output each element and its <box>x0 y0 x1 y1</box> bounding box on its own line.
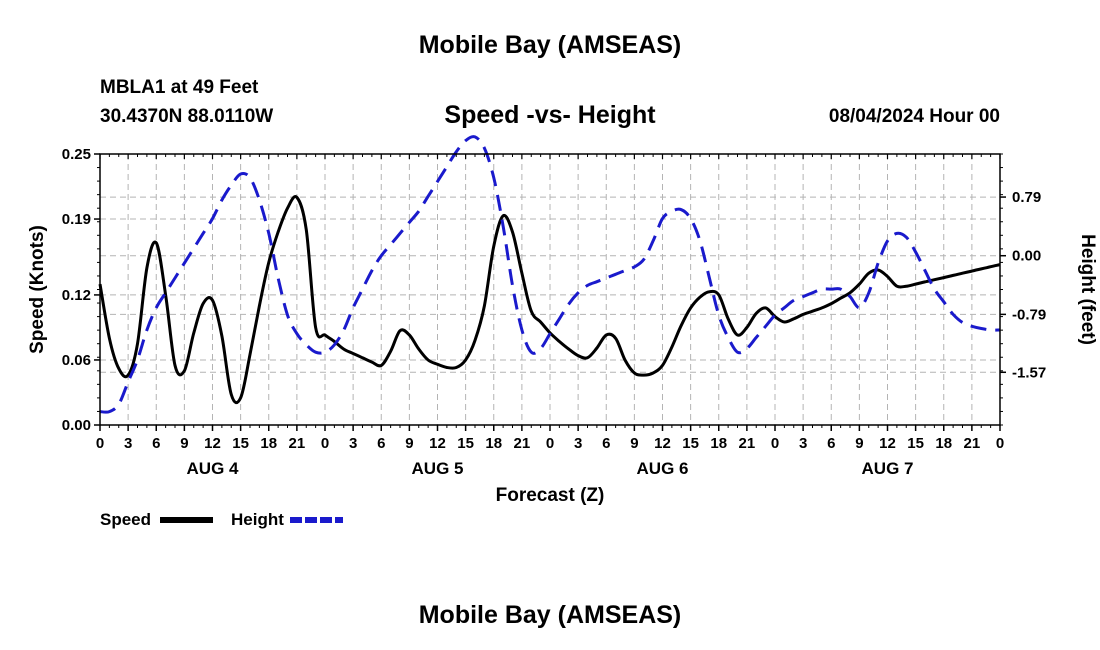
y-tick-label: 0.12 <box>62 287 91 304</box>
x-tick-label: 0 <box>321 435 329 452</box>
x-axis-title: Forecast (Z) <box>496 485 605 506</box>
x-tick-label: 18 <box>935 435 952 452</box>
x-tick-label: 6 <box>152 435 160 452</box>
x-tick-label: 21 <box>964 435 981 452</box>
y-tick-label: 0.25 <box>62 146 91 163</box>
axes: 0 3 6 9 12 15 18 21 0 3 6 9 12 15 18 21 0 3 6 9 12 15 18 21 0 3 6 9… <box>27 146 1098 506</box>
y2-tick-label: -0.79 <box>1012 306 1046 323</box>
x-tick-label: 3 <box>124 435 132 452</box>
grid-lines <box>100 154 1000 425</box>
x-tick-label: 15 <box>907 435 924 452</box>
x-tick-label: 9 <box>180 435 188 452</box>
legend: Speed Height <box>100 510 343 529</box>
plot-title: Mobile Bay (AMSEAS) <box>418 31 682 59</box>
x-day-label: AUG 7 <box>862 459 914 478</box>
x-tick-label: 6 <box>827 435 835 452</box>
x-tick-label: 6 <box>602 435 610 452</box>
x-tick-label: 15 <box>457 435 474 452</box>
x-tick-label: 15 <box>232 435 249 452</box>
y-tick-label: 0.19 <box>62 211 91 228</box>
x-tick-label: 0 <box>546 435 554 452</box>
x-tick-label: 12 <box>204 435 221 452</box>
x-tick-label: 3 <box>799 435 807 452</box>
y2-axis-title: Height (feet) <box>1077 234 1098 345</box>
y-axis-title: Speed (Knots) <box>27 225 48 354</box>
station-coordinates: 30.4370N 88.0110W <box>100 106 274 127</box>
x-tick-label: 12 <box>429 435 446 452</box>
y2-tick-label: 0.79 <box>1012 189 1041 206</box>
forecast-run-time: 08/04/2024 Hour 00 <box>828 106 1000 127</box>
x-tick-label: 21 <box>739 435 756 452</box>
x-tick-label: 9 <box>405 435 413 452</box>
series-layer <box>98 135 1001 414</box>
series-line-height <box>99 135 1001 414</box>
y2-tick-label: -1.57 <box>1012 364 1046 381</box>
station-label: MBLA1 at 49 Feet <box>100 77 259 98</box>
x-day-label: AUG 5 <box>412 459 464 478</box>
x-tick-label: 9 <box>855 435 863 452</box>
legend-label-height: Height <box>231 510 284 529</box>
x-day-label: AUG 6 <box>637 459 689 478</box>
x-tick-label: 6 <box>377 435 385 452</box>
x-tick-label: 3 <box>349 435 357 452</box>
y2-tick-label: 0.00 <box>1012 248 1041 265</box>
chart-subtitle: Speed -vs- Height <box>444 101 656 129</box>
x-tick-label: 18 <box>485 435 502 452</box>
x-tick-label: 18 <box>260 435 277 452</box>
y-tick-label: 0.00 <box>62 417 91 434</box>
x-day-label: AUG 4 <box>187 459 240 478</box>
footer-title: Mobile Bay (AMSEAS) <box>418 601 682 629</box>
x-tick-label: 9 <box>630 435 638 452</box>
x-tick-label: 12 <box>654 435 671 452</box>
x-tick-label: 12 <box>879 435 896 452</box>
x-tick-label: 21 <box>289 435 306 452</box>
y-tick-label: 0.06 <box>62 352 91 369</box>
x-tick-label: 18 <box>710 435 727 452</box>
legend-label-speed: Speed <box>100 510 151 529</box>
x-tick-label: 21 <box>514 435 531 452</box>
x-tick-label: 0 <box>96 435 104 452</box>
series-line-speed <box>98 195 1001 405</box>
x-tick-label: 15 <box>682 435 699 452</box>
x-tick-label: 3 <box>574 435 582 452</box>
x-tick-label: 0 <box>771 435 779 452</box>
x-tick-label: 0 <box>996 435 1004 452</box>
